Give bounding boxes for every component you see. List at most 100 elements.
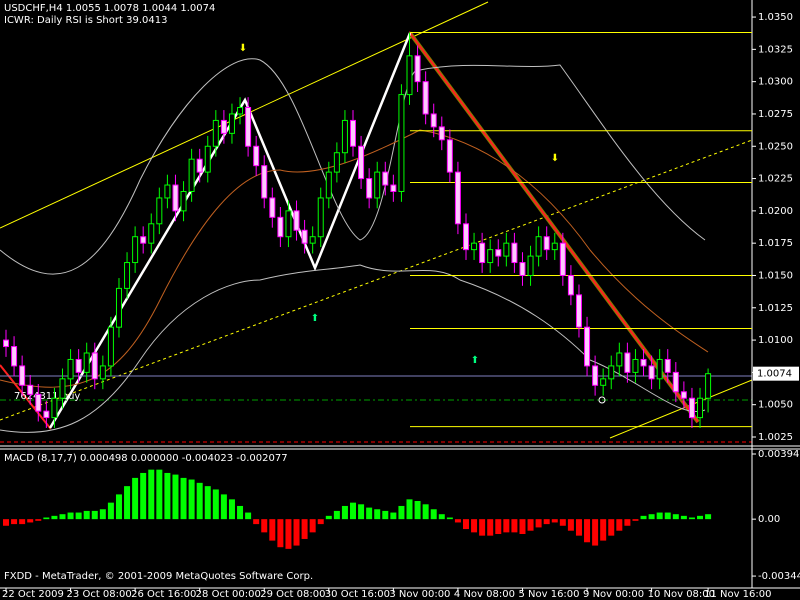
macd-title: MACD (8,17,7) 0.000498 0.000000 -0.00402… xyxy=(4,453,288,464)
candle-body xyxy=(99,365,106,380)
y-tick-label: 0.00 xyxy=(758,514,780,525)
y-tick-label: 1.0225 xyxy=(758,174,793,185)
band xyxy=(0,58,706,275)
macd-bar xyxy=(196,482,203,520)
candle-body xyxy=(350,119,357,147)
macd-bar xyxy=(462,519,469,530)
candle-body xyxy=(543,236,550,251)
macd-bar xyxy=(688,517,695,520)
candle-body xyxy=(664,358,671,373)
candle-body xyxy=(374,171,381,199)
x-tick-label: 5 Nov 16:00 xyxy=(518,589,579,600)
macd-bar xyxy=(285,519,292,549)
macd-bar xyxy=(479,519,486,536)
macd-bar xyxy=(446,517,453,520)
candle-body xyxy=(390,184,397,192)
x-tick-label: 28 Oct 00:00 xyxy=(196,589,261,600)
candle-body xyxy=(115,287,122,328)
candle-body xyxy=(35,393,42,412)
macd-bar xyxy=(325,515,332,520)
macd-bar xyxy=(124,486,131,520)
macd-bar xyxy=(519,519,526,535)
arrow-down: ⬇ xyxy=(239,43,247,54)
macd-bar xyxy=(91,510,98,520)
macd-bar xyxy=(551,519,558,523)
candle-body xyxy=(253,145,260,167)
macd-bar xyxy=(406,499,413,520)
y-tick-label: 1.0325 xyxy=(758,44,793,55)
x-tick-label: 11 Nov 16:00 xyxy=(704,589,771,600)
subtitle: ICWR: Daily RSI is Short 39.0413 xyxy=(4,15,167,26)
candle-body xyxy=(269,197,276,218)
candle-body xyxy=(567,274,574,296)
annotation: 7624311 buy xyxy=(14,391,80,402)
candle-body xyxy=(672,371,679,393)
macd-bar xyxy=(99,509,106,520)
macd-bar xyxy=(471,519,478,533)
y-tick-label: 1.0150 xyxy=(758,270,793,281)
candle-body xyxy=(188,158,195,192)
macd-bar xyxy=(164,472,171,520)
candle-body xyxy=(341,119,348,154)
candle-body xyxy=(640,358,647,367)
macd-bar xyxy=(253,519,260,525)
macd-bar xyxy=(43,517,50,520)
y-tick-label: 1.0050 xyxy=(758,400,793,411)
macd-bar xyxy=(204,486,211,520)
candle-body xyxy=(164,184,171,199)
y-tick-label: 1.0275 xyxy=(758,109,793,120)
macd-bar xyxy=(188,479,195,520)
macd-bar xyxy=(592,519,599,546)
candle-body xyxy=(575,294,582,328)
candle-body xyxy=(366,178,373,199)
macd-bar xyxy=(543,519,550,525)
candle-body xyxy=(438,126,445,141)
candle-body xyxy=(600,378,607,386)
y-tick-label: 1.0175 xyxy=(758,238,793,249)
candle-body xyxy=(293,210,300,231)
candle-body xyxy=(83,352,90,373)
macd-bar xyxy=(632,519,639,521)
macd-bar xyxy=(277,519,284,548)
macd-bar xyxy=(705,514,712,520)
macd-bar xyxy=(656,512,663,520)
macd-bar xyxy=(640,515,647,520)
macd-bar xyxy=(454,519,461,523)
macd-bar xyxy=(293,519,300,546)
macd-bar xyxy=(511,519,518,533)
candle-body xyxy=(309,236,316,244)
macd-bar xyxy=(535,519,542,528)
candle-body xyxy=(180,190,187,212)
candle-body xyxy=(156,197,163,225)
candle-body xyxy=(245,107,252,147)
candle-body xyxy=(59,378,66,399)
candle-body xyxy=(382,171,389,186)
arrow-up: ⬆ xyxy=(471,355,479,366)
macd-bar xyxy=(584,519,591,543)
macd-bar xyxy=(51,515,58,520)
candle-body xyxy=(301,229,308,244)
macd-bar xyxy=(438,514,445,520)
candle-body xyxy=(479,242,486,264)
candle-body xyxy=(495,249,502,257)
channel-line xyxy=(609,379,753,439)
candle-body xyxy=(43,410,50,419)
y-tick-label: 0.003948 xyxy=(758,449,800,460)
macd-bar xyxy=(616,519,623,531)
candle-body xyxy=(527,255,534,276)
candle-body xyxy=(51,397,58,419)
candle-body xyxy=(688,397,695,419)
macd-bar xyxy=(680,515,687,520)
candle-body xyxy=(487,249,494,264)
macd-bar xyxy=(608,519,615,536)
macd-bar xyxy=(220,494,227,520)
macd-bar xyxy=(245,512,252,520)
macd-bar xyxy=(83,510,90,520)
macd-bar xyxy=(115,494,122,520)
candle-body xyxy=(551,242,558,251)
candle-body xyxy=(422,81,429,115)
candle-body xyxy=(656,358,663,380)
macd-bar xyxy=(398,505,405,520)
macd-bar xyxy=(350,502,357,520)
